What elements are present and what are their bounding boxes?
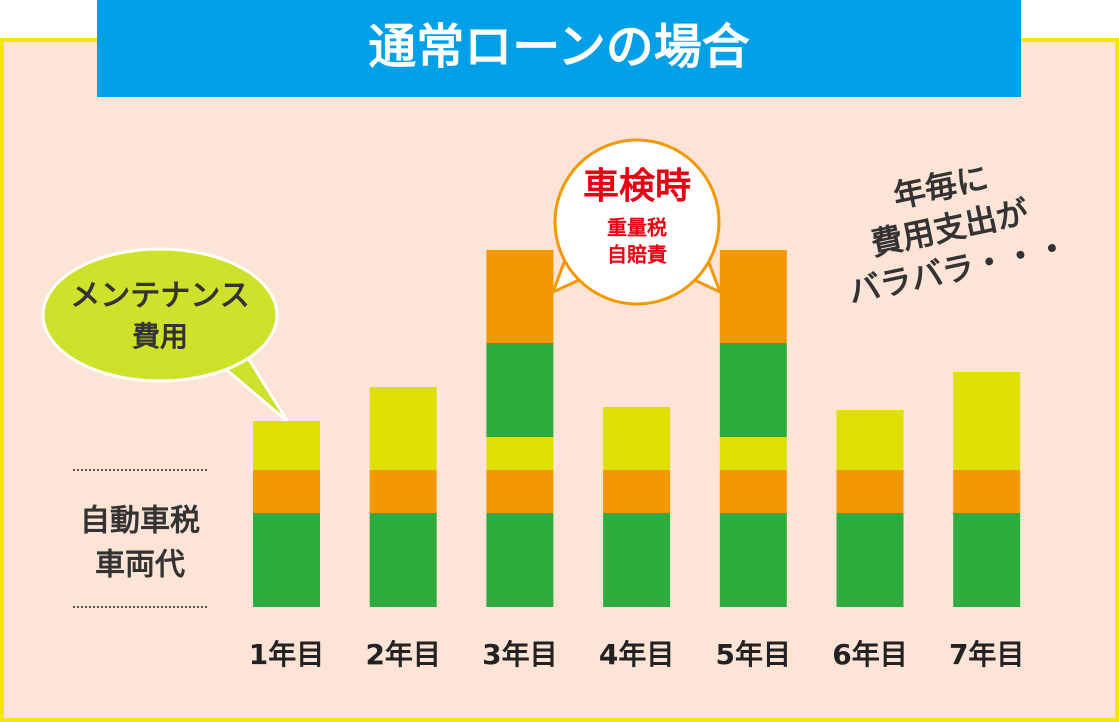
x-tick-label: 2年目: [365, 638, 440, 671]
bar-segment: [836, 410, 904, 470]
bar-segment: [603, 470, 671, 513]
chart-title: 通常ローンの場合: [368, 19, 750, 75]
bar-segment: [369, 387, 437, 470]
bar-segment: [486, 513, 554, 607]
bar-segment: [486, 437, 554, 470]
bar-segment: [836, 513, 904, 607]
bar-segment: [486, 250, 554, 343]
inspection-bubble: 車検時 重量税 自賠責: [550, 138, 723, 306]
bar-segment: [369, 513, 437, 607]
bar-segment: [369, 470, 437, 513]
bar-segment: [253, 513, 320, 607]
bar-segment: [836, 470, 904, 513]
bar-segment: [253, 421, 320, 470]
bar-segment: [953, 513, 1021, 607]
bar-segment: [719, 437, 787, 470]
bar-segment: [486, 470, 554, 513]
bar-segment: [603, 513, 671, 607]
bar-segment: [603, 407, 671, 470]
x-tick-label: 5年目: [716, 638, 791, 671]
inspection-item: 重量税: [607, 216, 667, 240]
inspection-title: 車検時: [583, 166, 691, 207]
x-tick-label: 3年目: [482, 638, 557, 671]
x-tick-label: 1年目: [249, 638, 324, 671]
bar-segment: [486, 343, 554, 437]
bar-segment: [953, 372, 1021, 470]
maintenance-label: 費用: [132, 320, 188, 353]
bar-segment: [719, 470, 787, 513]
bar-segment: [719, 250, 787, 343]
x-tick-label: 6年目: [832, 638, 907, 671]
x-tick-label: 7年目: [949, 638, 1024, 671]
bar-segment: [719, 513, 787, 607]
inspection-item: 自賠責: [607, 243, 667, 267]
bar-segment: [253, 470, 320, 513]
base-label: 車両代: [95, 548, 185, 583]
title-band: [97, 0, 1021, 97]
maintenance-label: メンテナンス: [70, 279, 249, 314]
bar-segment: [953, 470, 1021, 513]
bar-segment: [719, 343, 787, 437]
maintenance-bubble: メンテナンス 費用: [41, 247, 290, 424]
base-label: 自動車税: [80, 504, 200, 539]
x-tick-label: 4年目: [599, 638, 674, 671]
